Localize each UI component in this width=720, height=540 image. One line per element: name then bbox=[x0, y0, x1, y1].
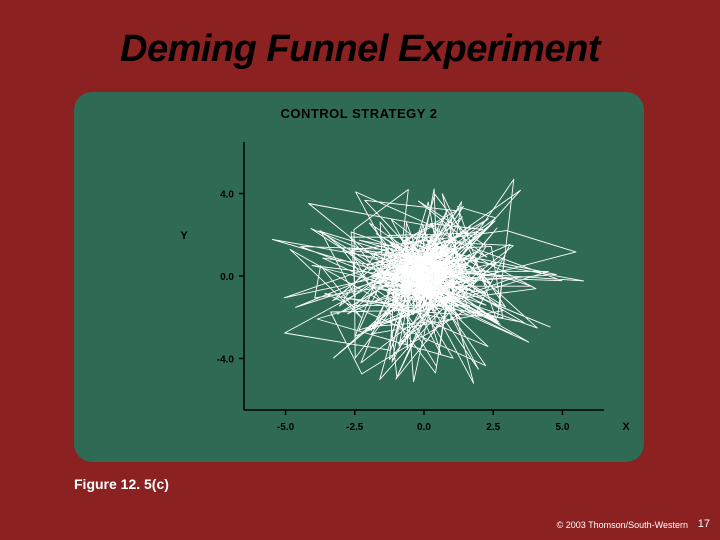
x-tick-label: 2.5 bbox=[486, 422, 500, 433]
scribble-line bbox=[272, 179, 583, 383]
page-number: 17 bbox=[698, 518, 710, 530]
chart-panel: CONTROL STRATEGY 2 -4.00.04.0-5.0-2.50.0… bbox=[74, 92, 644, 462]
x-tick-label: -5.0 bbox=[277, 422, 295, 433]
y-axis-label: Y bbox=[180, 230, 188, 242]
figure-caption: Figure 12. 5(c) bbox=[74, 476, 169, 492]
x-tick-label: 0.0 bbox=[417, 422, 431, 433]
y-tick-label: -4.0 bbox=[217, 354, 235, 365]
chart-svg: -4.0 0.0 4.0 -5.0 -2.5 0.0 2.5 5.0 Y X bbox=[74, 92, 644, 462]
y-tick-label: 4.0 bbox=[220, 190, 234, 201]
x-tick-label: -2.5 bbox=[346, 422, 364, 433]
slide-title: Deming Funnel Experiment bbox=[0, 28, 720, 71]
copyright-text: © 2003 Thomson/South-Western bbox=[557, 520, 688, 530]
x-axis-label: X bbox=[622, 421, 630, 433]
x-tick-label: 5.0 bbox=[556, 422, 570, 433]
y-tick-label: 0.0 bbox=[220, 272, 234, 283]
